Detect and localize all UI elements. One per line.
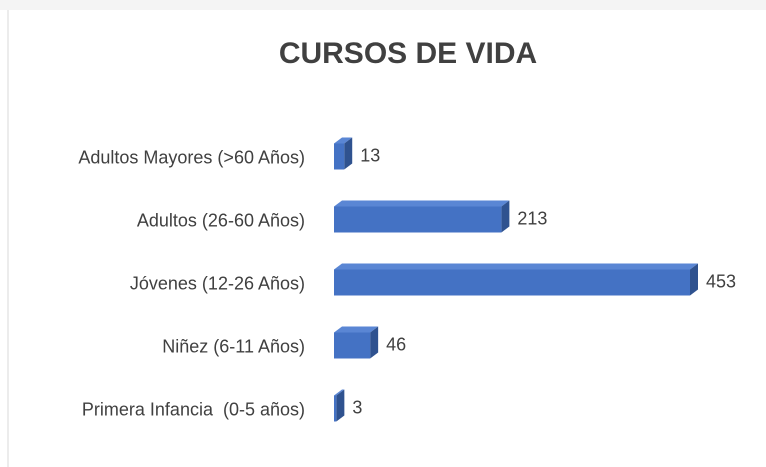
bar [334,332,371,359]
chart-title: CURSOS DE VIDA [279,37,537,70]
y-tick-label: Adultos (26-60 Años) [137,210,305,230]
data-label: 453 [706,271,736,291]
bar-top [334,389,345,396]
data-label: 3 [352,397,362,417]
bar-top [334,326,379,333]
data-label: 13 [360,145,380,165]
bar-top [334,263,698,270]
y-tick-label: Jóvenes (12-26 Años) [130,273,305,293]
bar [334,143,345,170]
y-tick-label: Adultos Mayores (>60 Años) [78,147,305,167]
y-tick-label: Niñez (6-11 Años) [162,336,305,356]
bar [334,395,337,422]
bar-side [501,200,510,233]
bar-side [690,263,698,296]
bar-top [334,137,353,144]
bar-side [344,137,353,170]
bar [334,269,690,296]
data-label: 46 [386,334,406,354]
bar-side [336,389,345,422]
bar-side [370,326,379,359]
y-tick-label: Primera Infancia (0-5 años) [82,399,305,419]
data-label: 213 [517,208,547,228]
bar-top [334,200,510,207]
top-strip [0,0,766,10]
bar [334,206,502,233]
